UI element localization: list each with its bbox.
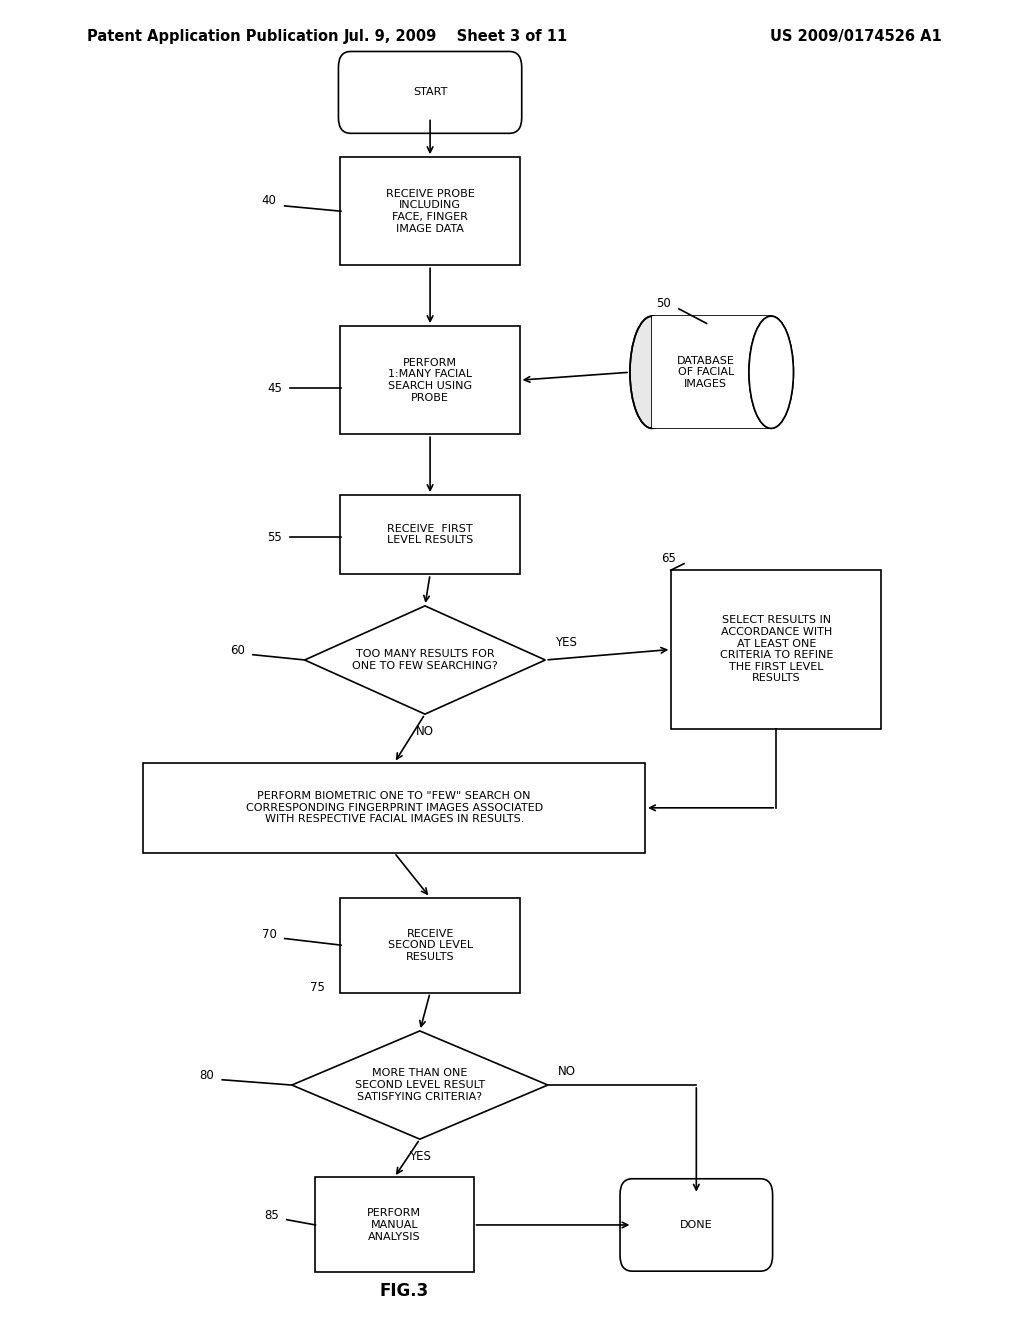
Text: 75: 75 [310, 981, 325, 994]
Text: Patent Application Publication: Patent Application Publication [87, 29, 339, 45]
Text: PERFORM BIOMETRIC ONE TO "FEW" SEARCH ON
CORRESPONDING FINGERPRINT IMAGES ASSOCI: PERFORM BIOMETRIC ONE TO "FEW" SEARCH ON… [246, 791, 543, 825]
Bar [315, 1177, 473, 1272]
Bar [672, 570, 881, 729]
Text: DATABASE
OF FACIAL
IMAGES: DATABASE OF FACIAL IMAGES [677, 355, 734, 389]
Text: RECEIVE  FIRST
LEVEL RESULTS: RECEIVE FIRST LEVEL RESULTS [387, 524, 473, 545]
Polygon shape [305, 606, 545, 714]
Text: RECEIVE
SECOND LEVEL
RESULTS: RECEIVE SECOND LEVEL RESULTS [387, 928, 473, 962]
Text: YES: YES [409, 1150, 431, 1163]
Text: 80: 80 [200, 1069, 214, 1082]
Bar [340, 326, 520, 434]
Text: DONE: DONE [680, 1220, 713, 1230]
Bar [143, 763, 645, 853]
Text: US 2009/0174526 A1: US 2009/0174526 A1 [770, 29, 942, 45]
Text: RECEIVE PROBE
INCLUDING
FACE, FINGER
IMAGE DATA: RECEIVE PROBE INCLUDING FACE, FINGER IMA… [386, 189, 474, 234]
Text: 60: 60 [230, 644, 245, 657]
Text: YES: YES [555, 636, 578, 649]
Text: 55: 55 [267, 531, 282, 544]
FancyBboxPatch shape [621, 1179, 773, 1271]
Text: PERFORM
1:MANY FACIAL
SEARCH USING
PROBE: PERFORM 1:MANY FACIAL SEARCH USING PROBE [388, 358, 472, 403]
Bar [340, 157, 520, 265]
Ellipse shape [749, 315, 794, 429]
Text: Jul. 9, 2009    Sheet 3 of 11: Jul. 9, 2009 Sheet 3 of 11 [344, 29, 567, 45]
Text: NO: NO [558, 1065, 577, 1078]
Bar [652, 317, 771, 428]
Ellipse shape [630, 315, 675, 429]
Text: START: START [413, 87, 447, 98]
Text: 45: 45 [267, 381, 282, 395]
Text: 85: 85 [264, 1209, 279, 1222]
Text: 65: 65 [662, 552, 676, 565]
Text: NO: NO [416, 725, 434, 738]
Text: 70: 70 [262, 928, 276, 941]
Bar [340, 898, 520, 993]
Text: 50: 50 [656, 297, 671, 310]
Bar [652, 317, 771, 428]
Text: FIG.3: FIG.3 [380, 1282, 429, 1300]
Bar [340, 495, 520, 574]
Ellipse shape [749, 315, 794, 429]
Text: MORE THAN ONE
SECOND LEVEL RESULT
SATISFYING CRITERIA?: MORE THAN ONE SECOND LEVEL RESULT SATISF… [354, 1068, 485, 1102]
Polygon shape [292, 1031, 548, 1139]
Text: TOO MANY RESULTS FOR
ONE TO FEW SEARCHING?: TOO MANY RESULTS FOR ONE TO FEW SEARCHIN… [352, 649, 498, 671]
Text: 40: 40 [262, 194, 276, 207]
Text: PERFORM
MANUAL
ANALYSIS: PERFORM MANUAL ANALYSIS [368, 1208, 421, 1242]
FancyBboxPatch shape [338, 51, 521, 133]
Text: SELECT RESULTS IN
ACCORDANCE WITH
AT LEAST ONE
CRITERIA TO REFINE
THE FIRST LEVE: SELECT RESULTS IN ACCORDANCE WITH AT LEA… [720, 615, 833, 684]
